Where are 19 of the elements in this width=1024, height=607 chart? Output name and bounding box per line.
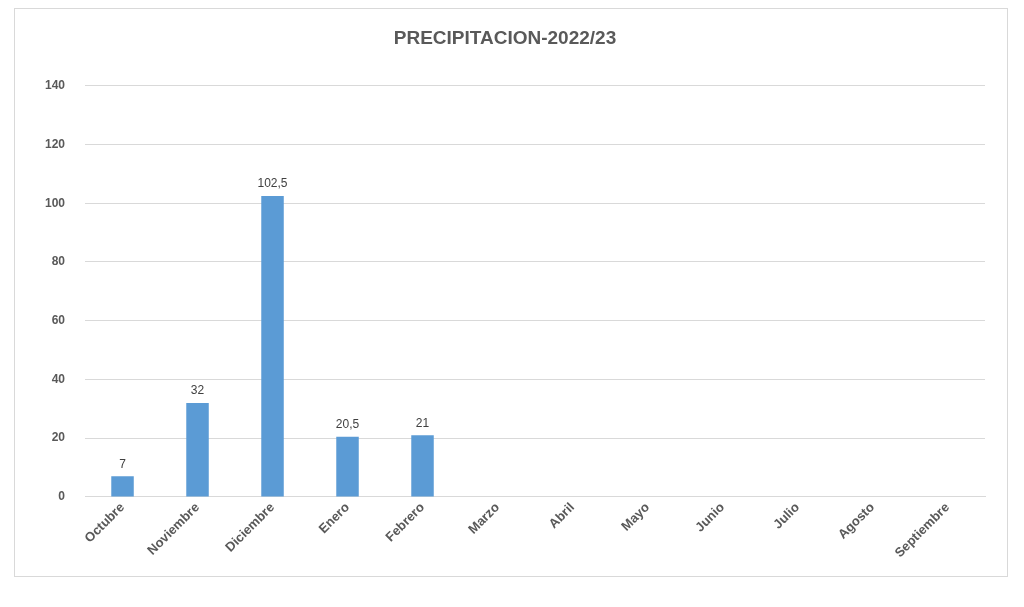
y-tick-label: 40 (51, 371, 66, 386)
bar (261, 195, 284, 497)
y-tick-label: 80 (51, 254, 66, 269)
data-label: 20,5 (335, 417, 360, 432)
y-tick-label: 140 (44, 78, 66, 93)
data-label: 7 (119, 456, 127, 471)
y-tick-label: 120 (44, 136, 66, 151)
bar (111, 476, 134, 497)
data-label: 32 (190, 383, 205, 398)
y-tick-label: 60 (51, 313, 66, 328)
chart-title: PRECIPITACION-2022/23 (393, 26, 617, 48)
data-label: 102,5 (257, 176, 288, 191)
y-tick-label: 0 (58, 489, 66, 504)
bar (336, 436, 359, 497)
data-label: 21 (415, 415, 430, 430)
bar (411, 435, 434, 497)
y-tick-label: 100 (44, 195, 66, 210)
bar (186, 402, 209, 497)
y-tick-label: 20 (51, 430, 66, 445)
